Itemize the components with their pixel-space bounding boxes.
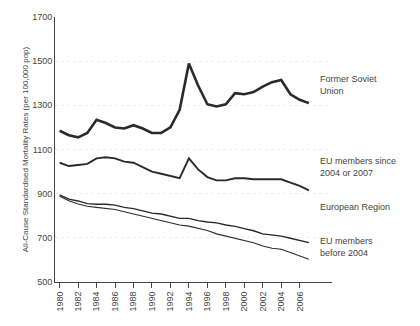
- svg-text:1982: 1982: [73, 292, 83, 312]
- svg-text:1700: 1700: [32, 12, 52, 22]
- svg-text:All-Cause Standardised Mortali: All-Cause Standardised Mortality Rates (…: [21, 46, 30, 252]
- svg-text:1998: 1998: [221, 292, 231, 312]
- svg-text:2004: 2004: [276, 292, 286, 312]
- svg-text:2002: 2002: [258, 292, 268, 312]
- svg-text:500: 500: [37, 277, 52, 287]
- svg-text:1986: 1986: [110, 292, 120, 312]
- svg-text:Former SovietUnion: Former SovietUnion: [320, 74, 377, 96]
- svg-text:1992: 1992: [165, 292, 175, 312]
- svg-text:1990: 1990: [147, 292, 157, 312]
- svg-text:1500: 1500: [32, 56, 52, 66]
- svg-text:1984: 1984: [91, 292, 101, 312]
- svg-text:EU members since2004 or 2007: EU members since2004 or 2007: [320, 156, 396, 178]
- svg-text:1300: 1300: [32, 100, 52, 110]
- svg-text:European Region: European Region: [320, 202, 390, 212]
- svg-text:EU membersbefore 2004: EU membersbefore 2004: [320, 236, 373, 258]
- svg-text:2000: 2000: [239, 292, 249, 312]
- svg-text:1996: 1996: [202, 292, 212, 312]
- svg-text:1980: 1980: [55, 292, 65, 312]
- svg-text:900: 900: [37, 189, 52, 199]
- svg-text:1100: 1100: [33, 145, 52, 155]
- svg-text:1988: 1988: [128, 292, 138, 312]
- svg-text:700: 700: [37, 233, 52, 243]
- svg-text:1994: 1994: [184, 292, 194, 312]
- svg-text:2006: 2006: [295, 292, 305, 312]
